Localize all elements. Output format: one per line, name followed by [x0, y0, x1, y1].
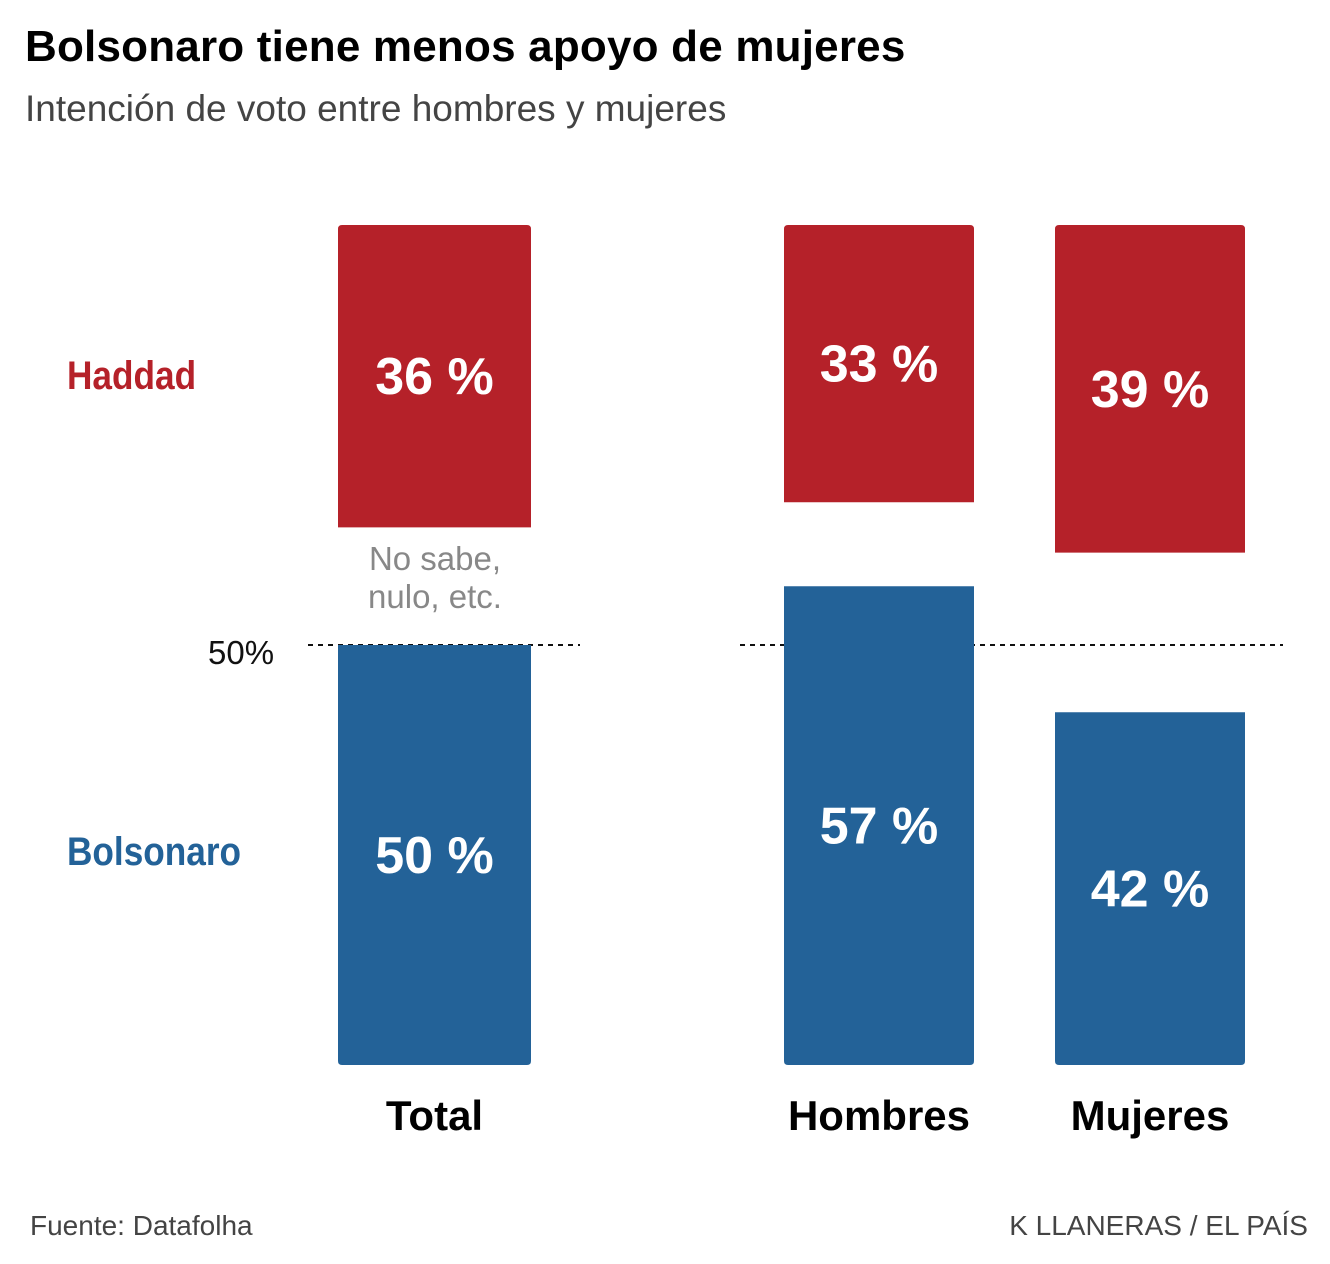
value-label-bolsonaro-hombres: 57 % [820, 798, 939, 856]
value-label-haddad-hombres: 33 % [820, 336, 939, 394]
category-label-hombres: Hombres [788, 1092, 970, 1139]
category-label-total: Total [386, 1092, 483, 1139]
bar-haddad-total [338, 225, 531, 528]
bar-haddad-mujeres [1055, 225, 1245, 553]
no-sabe-annotation: No sabe, nulo, etc. [368, 540, 502, 615]
series-label-haddad: Haddad [67, 354, 197, 398]
bar-bolsonaro-mujeres [1055, 712, 1245, 1065]
value-label-bolsonaro-total: 50 % [375, 827, 494, 885]
chart-subtitle: Intención de voto entre hombres y mujere… [25, 88, 727, 129]
chart-title: Bolsonaro tiene menos apoyo de mujeres [25, 22, 906, 71]
credit-note: K LLANERAS / EL PAÍS [1009, 1210, 1308, 1241]
value-label-haddad-mujeres: 39 % [1091, 361, 1210, 419]
bar-haddad-hombres [784, 225, 974, 503]
source-note: Fuente: Datafolha [30, 1210, 253, 1241]
series-label-bolsonaro: Bolsonaro [67, 830, 242, 874]
value-label-bolsonaro-mujeres: 42 % [1091, 861, 1210, 919]
bar-bolsonaro-total [338, 645, 531, 1065]
category-label-mujeres: Mujeres [1071, 1092, 1230, 1139]
value-label-haddad-total: 36 % [375, 348, 494, 406]
bar-bolsonaro-hombres [784, 586, 974, 1065]
reference-line-label: 50% [208, 634, 275, 671]
